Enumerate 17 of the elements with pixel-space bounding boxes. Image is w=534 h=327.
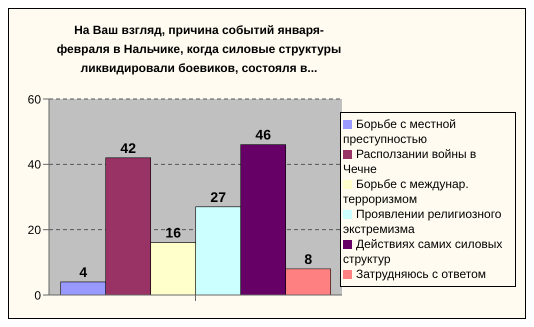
data-label: 27 (210, 188, 226, 205)
y-tick-label: 60 (28, 92, 42, 106)
data-label: 4 (79, 264, 88, 280)
legend-label: Борьбе с местной преступностью (343, 116, 456, 146)
legend-label: Действиях самих силовых структур (343, 236, 502, 266)
data-label: 8 (304, 250, 312, 267)
data-label: 42 (120, 140, 136, 156)
data-label: 46 (255, 126, 272, 143)
data-label: 16 (165, 224, 182, 241)
legend-label: Борьбе с междунар. терроризмом (343, 176, 469, 206)
legend-label: Проявлении религиозного экстремизма (343, 206, 502, 236)
y-tick-label: 20 (28, 222, 42, 237)
legend-label: Затрудняюсь с ответом (356, 266, 486, 280)
chart-title: На Ваш взгляд, причина событий января-февраля в Нальчике, когда силовые структуры ликвидировали боевиков, состояля в... (56, 22, 342, 77)
legend-label: Расползании войны в Чечне (343, 146, 476, 176)
y-tick-label: 40 (28, 158, 42, 172)
y-tick-label: 0 (34, 288, 42, 302)
